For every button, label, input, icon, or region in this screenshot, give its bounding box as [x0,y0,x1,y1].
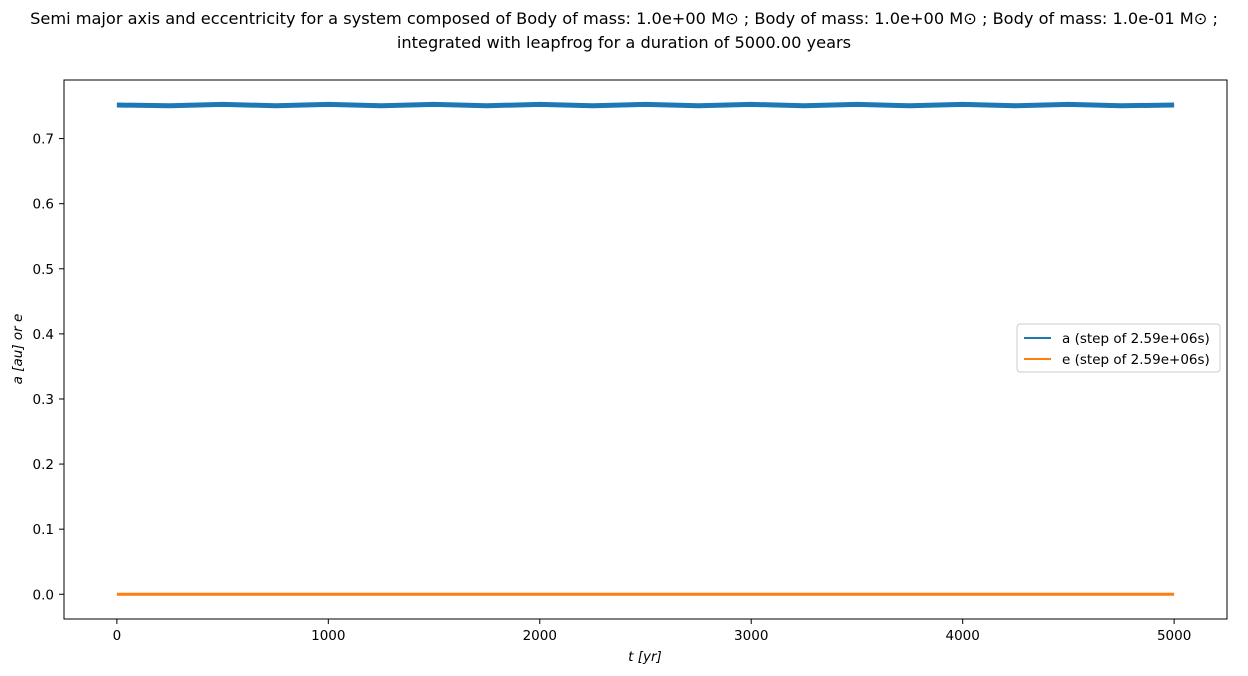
y-tick-label: 0.5 [33,262,54,278]
x-tick-label: 2000 [523,628,557,644]
y-axis-ticks: 0.0 0.1 0.2 0.3 0.4 0.5 0.6 0.7 [33,132,64,603]
series-line-a [116,101,1175,109]
y-tick-label: 0.4 [33,327,54,343]
chart-title-line-1: Semi major axis and eccentricity for a s… [30,9,1218,28]
chart-title: Semi major axis and eccentricity for a s… [0,7,1248,55]
x-tick-label: 1000 [311,628,345,644]
x-axis-label: t [yr] [628,649,662,665]
chart-title-line-2: integrated with leapfrog for a duration … [396,33,852,52]
x-tick-label: 5000 [1157,628,1191,644]
y-tick-label: 0.2 [33,457,54,473]
legend-box [1016,323,1221,373]
series-layer [116,101,1175,596]
legend-entry-label: a (step of 2.59e+06s) [1062,331,1210,347]
y-tick-label: 0.7 [33,132,54,148]
y-tick-label: 0.6 [33,197,54,213]
legend-entry-label: e (step of 2.59e+06s) [1062,352,1210,368]
legend: a (step of 2.59e+06s) e (step of 2.59e+06… [1016,323,1221,373]
x-tick-label: 0 [113,628,122,644]
y-tick-label: 0.0 [33,587,54,603]
x-axis-ticks: 0 1000 2000 3000 4000 5000 [113,619,1191,644]
y-tick-label: 0.1 [33,522,54,538]
y-axis-label: a [au] or e [10,314,26,385]
x-tick-label: 4000 [946,628,980,644]
x-tick-label: 3000 [734,628,768,644]
y-tick-label: 0.3 [33,392,54,408]
plot-frame [63,79,1228,620]
